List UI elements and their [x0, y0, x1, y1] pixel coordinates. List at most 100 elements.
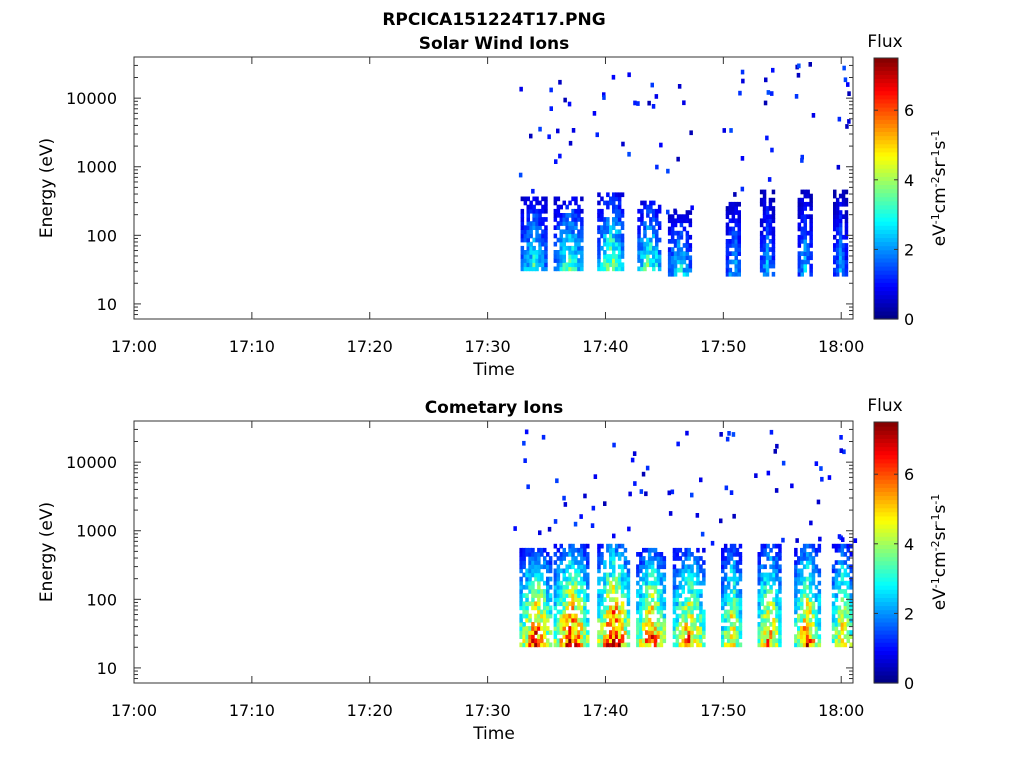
heatmap-cell: [600, 217, 604, 222]
heatmap-cell: [612, 233, 616, 239]
heatmap-cell: [690, 205, 694, 211]
heatmap-cell: [652, 200, 656, 206]
heatmap-cell: [763, 642, 767, 648]
heatmap-cell: [553, 217, 558, 222]
heatmap-cell: [775, 576, 779, 582]
heatmap-cell: [689, 130, 693, 136]
heatmap-cell: [603, 622, 607, 627]
heatmap-cell: [670, 263, 675, 269]
heatmap-cell: [609, 543, 613, 549]
heatmap-cell: [626, 609, 631, 615]
heatmap-cell: [699, 564, 703, 570]
heatmap-cell: [580, 622, 584, 627]
heatmap-cell: [681, 576, 685, 582]
heatmap-cell: [725, 214, 730, 219]
heatmap-cell: [537, 593, 541, 598]
heatmap-cell: [844, 222, 849, 228]
heatmap-cell: [620, 225, 625, 230]
heatmap-cell: [766, 572, 770, 578]
heatmap-cell: [699, 568, 703, 574]
heatmap-cell: [643, 225, 647, 230]
heatmap-cell: [562, 626, 566, 631]
heatmap-cell: [676, 218, 681, 224]
heatmap-cell: [811, 613, 816, 619]
heatmap-cell: [837, 634, 842, 639]
heatmap-cell: [606, 237, 610, 243]
heatmap-cell: [690, 576, 694, 582]
heatmap-cell: [646, 237, 650, 243]
heatmap-cell: [803, 222, 807, 228]
heatmap-cell: [520, 237, 525, 243]
heatmap-cell: [732, 601, 737, 607]
heatmap-cell: [562, 258, 566, 263]
heatmap-cell: [835, 267, 840, 273]
heatmap-cell: [559, 642, 563, 648]
heatmap-cell: [577, 237, 581, 243]
heatmap-cell: [839, 448, 843, 453]
heatmap-cell: [765, 271, 770, 277]
heatmap-cell: [614, 192, 619, 198]
heatmap-cell: [657, 225, 662, 230]
heatmap-cell: [809, 271, 813, 277]
heatmap-cell: [667, 263, 672, 269]
heatmap-cell: [733, 192, 737, 197]
heatmap-cell: [732, 547, 737, 553]
heatmap-cell: [562, 237, 566, 243]
heatmap-cell: [586, 622, 590, 627]
heatmap-cell: [763, 572, 767, 578]
heatmap-cell: [670, 259, 675, 265]
heatmap-cell: [562, 250, 566, 255]
heatmap-cell: [763, 634, 767, 639]
heatmap-cell: [617, 556, 622, 561]
heatmap-cell: [765, 210, 770, 215]
heatmap-cell: [543, 564, 547, 570]
heatmap-cell: [667, 251, 672, 256]
heatmap-cell: [803, 189, 807, 195]
heatmap-cell: [729, 634, 734, 639]
heatmap-cell: [541, 266, 545, 272]
heatmap-cell: [612, 547, 616, 553]
heatmap-cell: [800, 556, 804, 561]
heatmap-cell: [806, 247, 810, 252]
heatmap-cell: [528, 580, 532, 586]
heatmap-cell: [526, 225, 530, 230]
heatmap-cell: [603, 560, 607, 565]
heatmap-cell: [583, 613, 587, 619]
heatmap-cell: [614, 589, 619, 594]
heatmap-cell: [726, 638, 731, 644]
heatmap-cell: [729, 547, 734, 553]
heatmap-cell: [838, 234, 843, 240]
heatmap-cell: [647, 642, 652, 648]
heatmap-cell: [580, 564, 584, 570]
heatmap-cell: [737, 259, 741, 265]
heatmap-cell: [675, 547, 680, 553]
heatmap-cell: [655, 258, 659, 263]
heatmap-cell: [765, 222, 770, 228]
heatmap-cell: [685, 271, 690, 277]
heatmap-cells: [513, 429, 858, 648]
heatmap-cell: [659, 601, 664, 607]
heatmap-cell: [609, 560, 613, 565]
heatmap-cell: [684, 601, 688, 607]
heatmap-cell: [772, 568, 776, 574]
heatmap-cell: [772, 580, 776, 586]
heatmap-cell: [577, 589, 581, 594]
heatmap-cell: [768, 206, 773, 211]
heatmap-cell: [577, 605, 581, 611]
heatmap-cell: [534, 576, 538, 582]
heatmap-cell: [609, 605, 613, 611]
heatmap-cell: [808, 622, 813, 627]
heatmap-cell: [568, 593, 572, 598]
heatmap-cell: [532, 245, 536, 251]
heatmap-cell: [544, 225, 548, 230]
heatmap-cell: [659, 634, 664, 639]
heatmap-cell: [696, 634, 700, 639]
heatmap-cell: [652, 217, 656, 222]
heatmap-cell: [600, 638, 604, 644]
heatmap-cell: [642, 564, 646, 570]
heatmap-cell: [721, 552, 725, 557]
heatmap-cell: [731, 201, 736, 207]
heatmap-cell: [803, 234, 807, 240]
heatmap-cell: [541, 254, 545, 259]
heatmap-cell: [768, 239, 773, 244]
